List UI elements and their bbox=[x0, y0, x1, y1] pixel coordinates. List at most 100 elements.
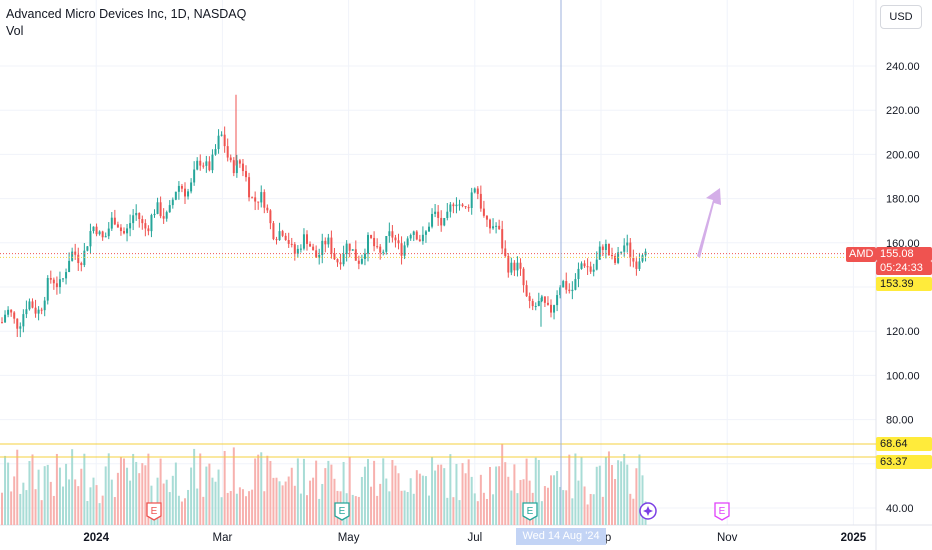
candle-body bbox=[485, 215, 488, 220]
volume-level-label-2: 63.37 bbox=[876, 455, 932, 469]
candle-body bbox=[607, 243, 610, 256]
volume-bar bbox=[367, 459, 369, 525]
volume-bar bbox=[223, 450, 226, 525]
candle-body bbox=[284, 235, 287, 240]
volume-bar bbox=[43, 466, 46, 525]
candle-body bbox=[574, 279, 577, 290]
candle-body bbox=[101, 231, 104, 238]
volume-bar bbox=[537, 459, 540, 525]
volume-bar bbox=[580, 457, 583, 525]
candle-body bbox=[229, 157, 232, 161]
candle-body bbox=[104, 236, 107, 238]
candle-body bbox=[13, 312, 16, 319]
volume-bar bbox=[400, 490, 403, 525]
volume-bar bbox=[604, 456, 607, 525]
volume-bar bbox=[89, 487, 92, 525]
price-tick-label: 180.00 bbox=[886, 194, 920, 206]
volume-bar bbox=[248, 491, 251, 525]
candle-body bbox=[238, 160, 241, 164]
candle-body bbox=[135, 212, 138, 216]
earnings-marker-icon[interactable] bbox=[714, 502, 730, 521]
volume-bar bbox=[19, 493, 22, 525]
currency-button[interactable]: USD bbox=[880, 5, 922, 29]
candle-body bbox=[537, 301, 540, 306]
time-tick-label: 2024 bbox=[83, 532, 109, 544]
earnings-marker-icon[interactable] bbox=[522, 502, 538, 521]
volume-bar bbox=[385, 478, 388, 525]
chart-overlays bbox=[0, 0, 876, 525]
candle-body bbox=[92, 226, 95, 232]
volume-bar bbox=[409, 478, 412, 525]
candle-body bbox=[180, 185, 183, 189]
volume-bar bbox=[449, 454, 452, 525]
volume-bar bbox=[22, 482, 25, 525]
candle-body bbox=[534, 305, 537, 307]
candle-body bbox=[232, 160, 235, 174]
volume-bar bbox=[287, 476, 290, 525]
candle-body bbox=[455, 204, 458, 207]
volume-bar bbox=[635, 468, 638, 525]
volume-bar bbox=[95, 485, 98, 525]
volume-bar bbox=[376, 495, 379, 525]
volume-bar bbox=[638, 454, 641, 525]
volume-bar bbox=[434, 470, 437, 525]
volume-bar bbox=[452, 497, 455, 525]
star-glyph bbox=[643, 506, 653, 516]
price-tick-label: 160.00 bbox=[886, 238, 920, 250]
volume-bar bbox=[327, 460, 330, 525]
volume-bar bbox=[113, 497, 116, 525]
volume-bar bbox=[138, 473, 141, 525]
volume-bar bbox=[492, 494, 495, 525]
candle-body bbox=[248, 177, 251, 198]
candle-body bbox=[31, 301, 34, 308]
candle-body bbox=[543, 296, 546, 303]
candle-body bbox=[116, 224, 119, 228]
candle-body bbox=[354, 249, 357, 261]
indicator-label[interactable]: Vol bbox=[6, 24, 24, 38]
volume-bar bbox=[208, 463, 211, 525]
volume-bar bbox=[229, 491, 232, 525]
candle-body bbox=[565, 281, 568, 290]
volume-bar bbox=[159, 458, 162, 525]
candle-body bbox=[62, 278, 64, 280]
volume-bar bbox=[190, 467, 193, 525]
candle-body bbox=[440, 217, 443, 226]
earnings-marker-icon[interactable] bbox=[334, 502, 350, 521]
volume-bar bbox=[165, 479, 168, 525]
volume-bar bbox=[534, 457, 537, 525]
chart-title: Advanced Micro Devices Inc, 1D, NASDAQ bbox=[6, 7, 247, 21]
volume-bar bbox=[482, 492, 485, 525]
candle-body bbox=[266, 207, 269, 211]
candle-body bbox=[147, 228, 150, 232]
volume-bar bbox=[104, 466, 107, 525]
candle-body bbox=[290, 243, 293, 245]
candle-body bbox=[348, 243, 351, 251]
volume-bar bbox=[40, 500, 43, 525]
candle-body bbox=[171, 199, 174, 206]
earnings-marker-icon[interactable] bbox=[146, 502, 162, 521]
candle-body bbox=[589, 266, 592, 272]
candle-body bbox=[415, 231, 418, 240]
candle-body bbox=[25, 309, 28, 315]
volume-bar bbox=[77, 486, 80, 525]
candle-body bbox=[431, 213, 434, 227]
volume-bar bbox=[574, 453, 577, 525]
candle-body bbox=[370, 234, 373, 238]
volume-bar bbox=[598, 465, 601, 525]
candle-body bbox=[528, 296, 531, 301]
volume-bar bbox=[415, 470, 418, 525]
candle-body bbox=[394, 237, 397, 241]
volume-bar bbox=[293, 485, 296, 525]
time-tick-label: 2025 bbox=[841, 532, 867, 544]
volume-bar bbox=[446, 497, 449, 525]
candle-body bbox=[324, 240, 327, 245]
candle-body bbox=[623, 245, 626, 252]
volume-bar bbox=[421, 475, 424, 525]
volume-bar bbox=[324, 468, 327, 525]
candle-body bbox=[363, 253, 366, 259]
volume-bar bbox=[543, 486, 546, 525]
volume-bar bbox=[171, 475, 174, 525]
candle-body bbox=[342, 254, 345, 265]
volume-bar bbox=[202, 496, 205, 525]
